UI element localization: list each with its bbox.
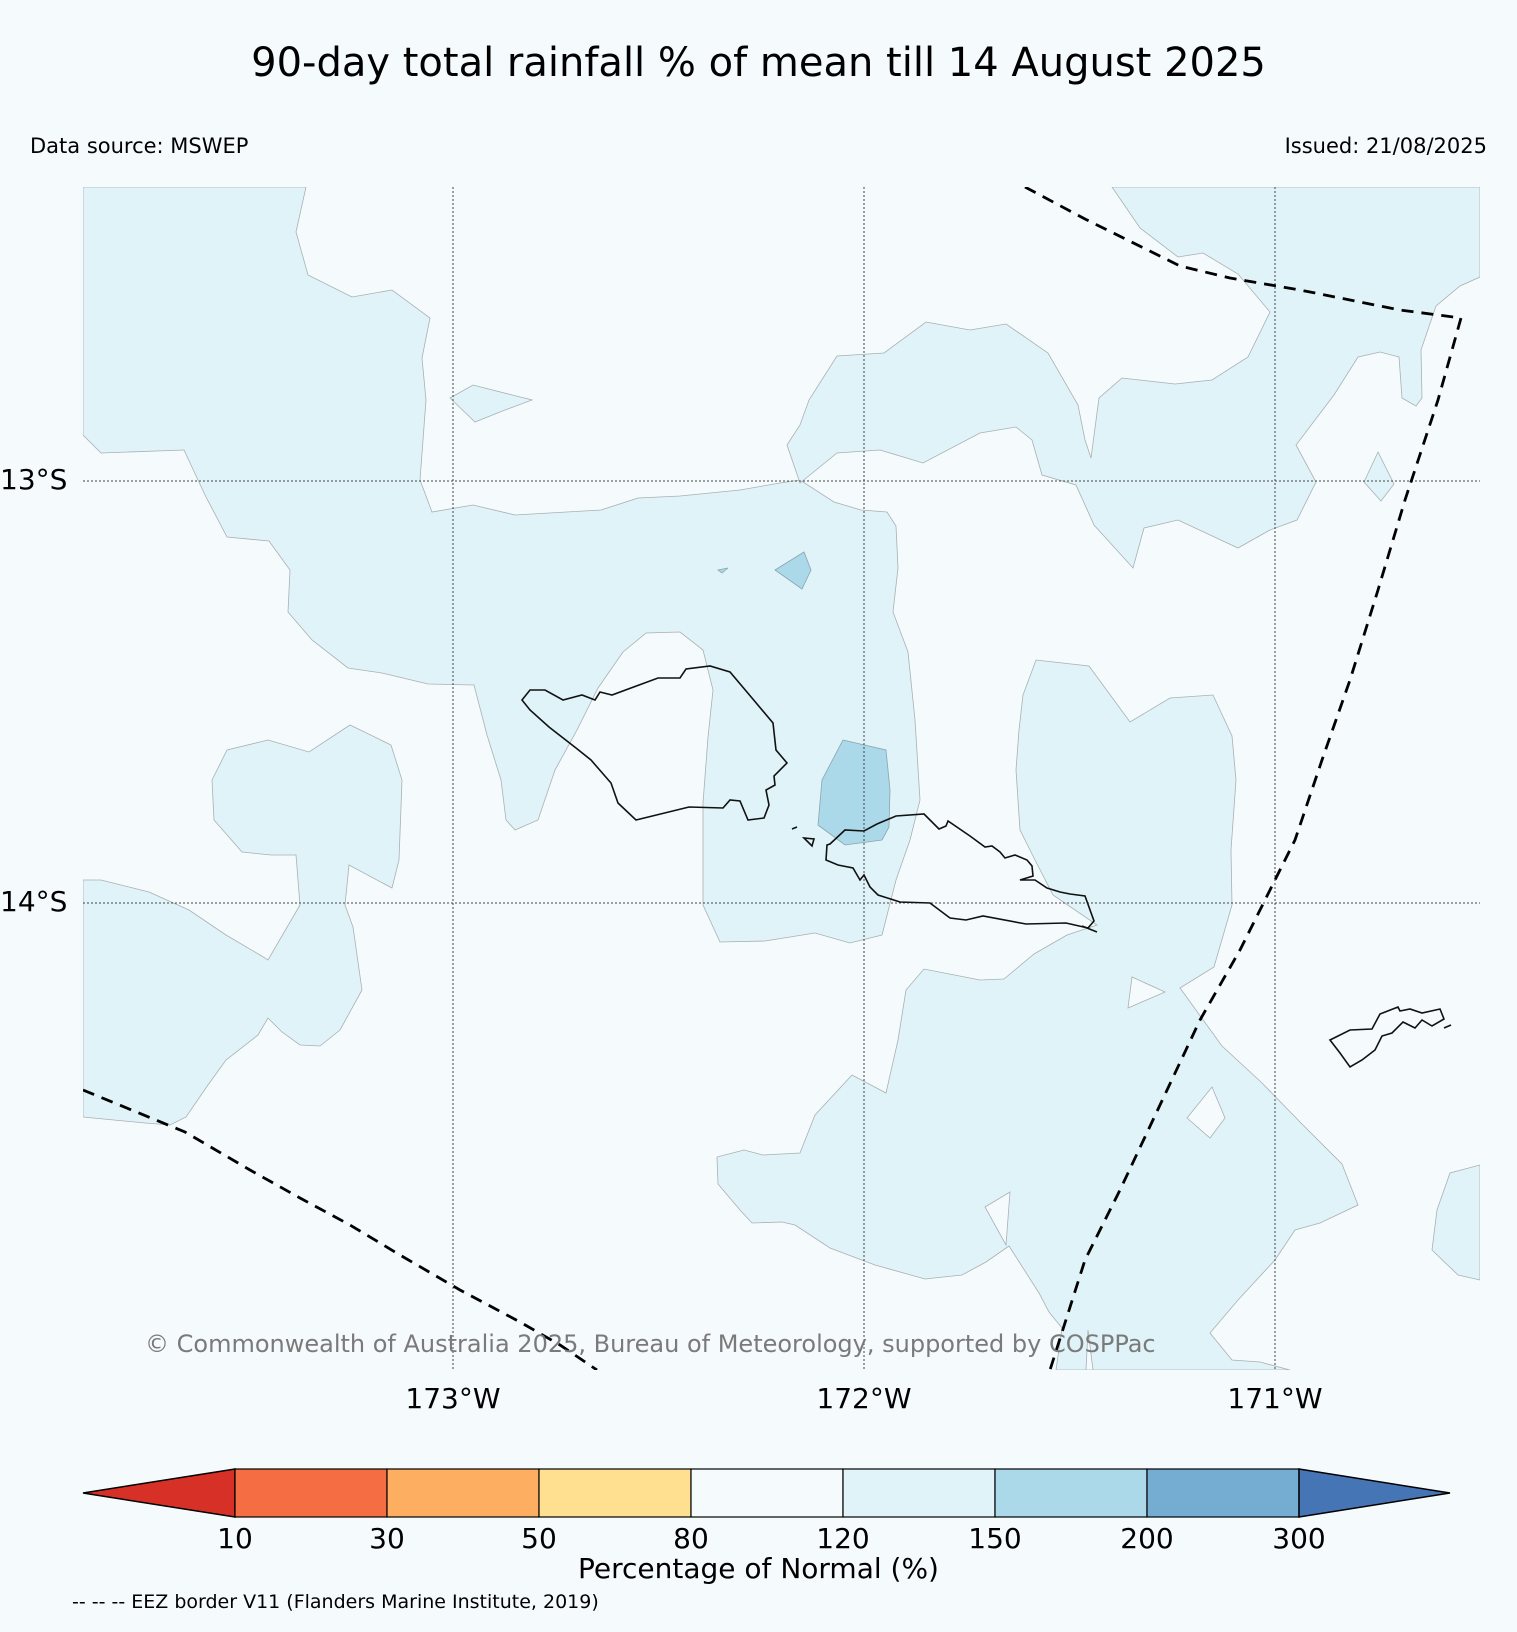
colorbar-extend-high [1298, 1468, 1451, 1518]
colorbar-segment [842, 1468, 996, 1518]
gridlines [83, 187, 1480, 1370]
lat-label-13s: 13°S [0, 463, 68, 496]
colorbar-title: Percentage of Normal (%) [578, 1552, 939, 1585]
issued-date: Issued: 21/08/2025 [1284, 134, 1487, 158]
contour-150-200 [717, 551, 891, 846]
colorbar-tick-80: 80 [673, 1522, 709, 1555]
colorbar-segment [538, 1468, 692, 1518]
colorbar-tick-30: 30 [369, 1522, 405, 1555]
copyright-note: © Commonwealth of Australia 2025, Bureau… [145, 1330, 1156, 1358]
upolu-island [825, 813, 1095, 929]
savaii-island [520, 665, 789, 821]
eez-border [83, 187, 1463, 1370]
lon-label-173w: 173°W [405, 1382, 501, 1415]
colorbar-extend-low [82, 1468, 236, 1518]
lon-label-172w: 172°W [816, 1382, 912, 1415]
coastlines [520, 665, 1452, 1069]
contour-120-150 [83, 187, 1480, 1370]
colorbar-tick-300: 300 [1272, 1522, 1326, 1555]
colorbar-tick-50: 50 [521, 1522, 557, 1555]
data-source: Data source: MSWEP [30, 134, 249, 158]
colorbar-segment [386, 1468, 540, 1518]
colorbar-tick-120: 120 [816, 1522, 870, 1555]
tutuila-island [1328, 1005, 1445, 1069]
colorbar-tick-10: 10 [217, 1522, 253, 1555]
eez-legend-note: -- -- -- EEZ border V11 (Flanders Marine… [72, 1591, 599, 1613]
colorbar-segment [690, 1468, 844, 1518]
lon-label-171w: 171°W [1227, 1382, 1323, 1415]
colorbar-tick-200: 200 [1120, 1522, 1174, 1555]
colorbar-segment [234, 1468, 388, 1518]
contour-holes [984, 976, 1226, 1370]
lat-label-14s: 14°S [0, 885, 68, 918]
map-title: 90-day total rainfall % of mean till 14 … [251, 40, 1266, 86]
manono-island [801, 836, 816, 848]
colorbar-tick-150: 150 [968, 1522, 1022, 1555]
colorbar-segment [1146, 1468, 1300, 1518]
colorbar-segment [994, 1468, 1148, 1518]
